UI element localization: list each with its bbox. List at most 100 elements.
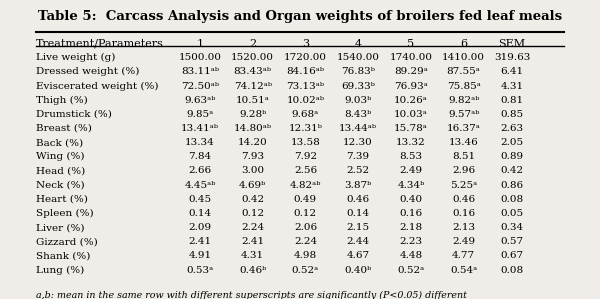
- Text: Shank (%): Shank (%): [37, 251, 91, 260]
- Text: SEM: SEM: [499, 39, 526, 48]
- Text: 87.55ᵃ: 87.55ᵃ: [446, 67, 481, 76]
- Text: 0.16: 0.16: [452, 209, 475, 218]
- Text: Neck (%): Neck (%): [37, 181, 85, 190]
- Text: 0.42: 0.42: [500, 167, 524, 176]
- Text: 0.81: 0.81: [500, 96, 524, 105]
- Text: 2.15: 2.15: [347, 223, 370, 232]
- Text: 9.68ᵃ: 9.68ᵃ: [292, 110, 319, 119]
- Text: 2.13: 2.13: [452, 223, 475, 232]
- Text: a,b: mean in the same row with different superscripts are significantly (P<0.05): a,b: mean in the same row with different…: [37, 291, 467, 299]
- Text: 1740.00: 1740.00: [389, 53, 433, 62]
- Text: 13.46: 13.46: [449, 138, 478, 147]
- Text: Wing (%): Wing (%): [37, 152, 85, 161]
- Text: 10.03ᵃ: 10.03ᵃ: [394, 110, 428, 119]
- Text: 4.31: 4.31: [500, 82, 524, 91]
- Text: 4.67: 4.67: [347, 251, 370, 260]
- Text: 0.52ᵃ: 0.52ᵃ: [397, 266, 424, 274]
- Text: 2.24: 2.24: [241, 223, 264, 232]
- Text: 2.41: 2.41: [188, 237, 211, 246]
- Text: 3.87ᵇ: 3.87ᵇ: [344, 181, 372, 190]
- Text: Thigh (%): Thigh (%): [37, 96, 88, 105]
- Text: 0.54ᵃ: 0.54ᵃ: [450, 266, 477, 274]
- Text: 9.57ᵃᵇ: 9.57ᵃᵇ: [448, 110, 479, 119]
- Text: 4.69ᵇ: 4.69ᵇ: [239, 181, 266, 190]
- Text: 1540.00: 1540.00: [337, 53, 380, 62]
- Text: Liver (%): Liver (%): [37, 223, 85, 232]
- Text: 4: 4: [355, 39, 362, 48]
- Text: 4.45ᵃᵇ: 4.45ᵃᵇ: [184, 181, 215, 190]
- Text: 2.49: 2.49: [452, 237, 475, 246]
- Text: 84.16ᵃᵇ: 84.16ᵃᵇ: [286, 67, 325, 76]
- Text: 0.57: 0.57: [500, 237, 524, 246]
- Text: 13.34: 13.34: [185, 138, 215, 147]
- Text: 14.20: 14.20: [238, 138, 268, 147]
- Text: 83.43ᵃᵇ: 83.43ᵃᵇ: [233, 67, 272, 76]
- Text: 0.86: 0.86: [500, 181, 524, 190]
- Text: 0.46ᵇ: 0.46ᵇ: [239, 266, 266, 274]
- Text: 2.49: 2.49: [399, 167, 422, 176]
- Text: 2.41: 2.41: [241, 237, 264, 246]
- Text: Live weight (g): Live weight (g): [37, 53, 116, 62]
- Text: 75.85ᵃ: 75.85ᵃ: [446, 82, 481, 91]
- Text: 9.63ᵃᵇ: 9.63ᵃᵇ: [184, 96, 215, 105]
- Text: 0.14: 0.14: [188, 209, 211, 218]
- Text: 13.32: 13.32: [396, 138, 426, 147]
- Text: 83.11ᵃᵇ: 83.11ᵃᵇ: [181, 67, 219, 76]
- Text: 0.52ᵃ: 0.52ᵃ: [292, 266, 319, 274]
- Text: 3: 3: [302, 39, 309, 48]
- Text: 1520.00: 1520.00: [231, 53, 274, 62]
- Text: 13.41ᵃᵇ: 13.41ᵃᵇ: [181, 124, 219, 133]
- Text: 4.82ᵃᵇ: 4.82ᵃᵇ: [290, 181, 321, 190]
- Text: 8.43ᵇ: 8.43ᵇ: [344, 110, 372, 119]
- Text: 13.44ᵃᵇ: 13.44ᵃᵇ: [339, 124, 377, 133]
- Text: 4.48: 4.48: [399, 251, 422, 260]
- Text: 2.52: 2.52: [347, 167, 370, 176]
- Text: Table 5:  Carcass Analysis and Organ weights of broilers fed leaf meals: Table 5: Carcass Analysis and Organ weig…: [38, 10, 562, 22]
- Text: 5.25ᵃ: 5.25ᵃ: [450, 181, 477, 190]
- Text: 0.05: 0.05: [500, 209, 524, 218]
- Text: 76.93ᵃ: 76.93ᵃ: [394, 82, 428, 91]
- Text: 8.51: 8.51: [452, 152, 475, 161]
- Text: 0.85: 0.85: [500, 110, 524, 119]
- Text: 0.40: 0.40: [399, 195, 422, 204]
- Text: 10.26ᵃ: 10.26ᵃ: [394, 96, 428, 105]
- Text: 0.34: 0.34: [500, 223, 524, 232]
- Text: 2: 2: [249, 39, 256, 48]
- Text: 1500.00: 1500.00: [178, 53, 221, 62]
- Text: 0.12: 0.12: [241, 209, 264, 218]
- Text: 10.02ᵃᵇ: 10.02ᵃᵇ: [286, 96, 325, 105]
- Text: Breast (%): Breast (%): [37, 124, 92, 133]
- Text: 4.91: 4.91: [188, 251, 211, 260]
- Text: 0.46: 0.46: [347, 195, 370, 204]
- Text: 2.96: 2.96: [452, 167, 475, 176]
- Text: 12.31ᵇ: 12.31ᵇ: [289, 124, 322, 133]
- Text: 0.53ᵃ: 0.53ᵃ: [186, 266, 214, 274]
- Text: 16.37ᵃ: 16.37ᵃ: [446, 124, 481, 133]
- Text: 15.78ᵃ: 15.78ᵃ: [394, 124, 428, 133]
- Text: 319.63: 319.63: [494, 53, 530, 62]
- Text: 0.45: 0.45: [188, 195, 211, 204]
- Text: 4.77: 4.77: [452, 251, 475, 260]
- Text: Treatment/Parameters: Treatment/Parameters: [37, 39, 164, 48]
- Text: 2.18: 2.18: [399, 223, 422, 232]
- Text: 9.85ᵃ: 9.85ᵃ: [186, 110, 214, 119]
- Text: 5: 5: [407, 39, 415, 48]
- Text: 1410.00: 1410.00: [442, 53, 485, 62]
- Text: 2.23: 2.23: [399, 237, 422, 246]
- Text: 4.34ᵇ: 4.34ᵇ: [397, 181, 424, 190]
- Text: 0.67: 0.67: [500, 251, 524, 260]
- Text: 4.98: 4.98: [294, 251, 317, 260]
- Text: 10.51ᵃ: 10.51ᵃ: [236, 96, 269, 105]
- Text: 7.39: 7.39: [347, 152, 370, 161]
- Text: 1720.00: 1720.00: [284, 53, 327, 62]
- Text: 14.80ᵃᵇ: 14.80ᵃᵇ: [233, 124, 272, 133]
- Text: Lung (%): Lung (%): [37, 266, 85, 274]
- Text: 7.92: 7.92: [294, 152, 317, 161]
- Text: Gizzard (%): Gizzard (%): [37, 237, 98, 246]
- Text: 0.89: 0.89: [500, 152, 524, 161]
- Text: 2.63: 2.63: [500, 124, 524, 133]
- Text: 0.49: 0.49: [294, 195, 317, 204]
- Text: 72.50ᵃᵇ: 72.50ᵃᵇ: [181, 82, 219, 91]
- Text: 6: 6: [460, 39, 467, 48]
- Text: 0.08: 0.08: [500, 195, 524, 204]
